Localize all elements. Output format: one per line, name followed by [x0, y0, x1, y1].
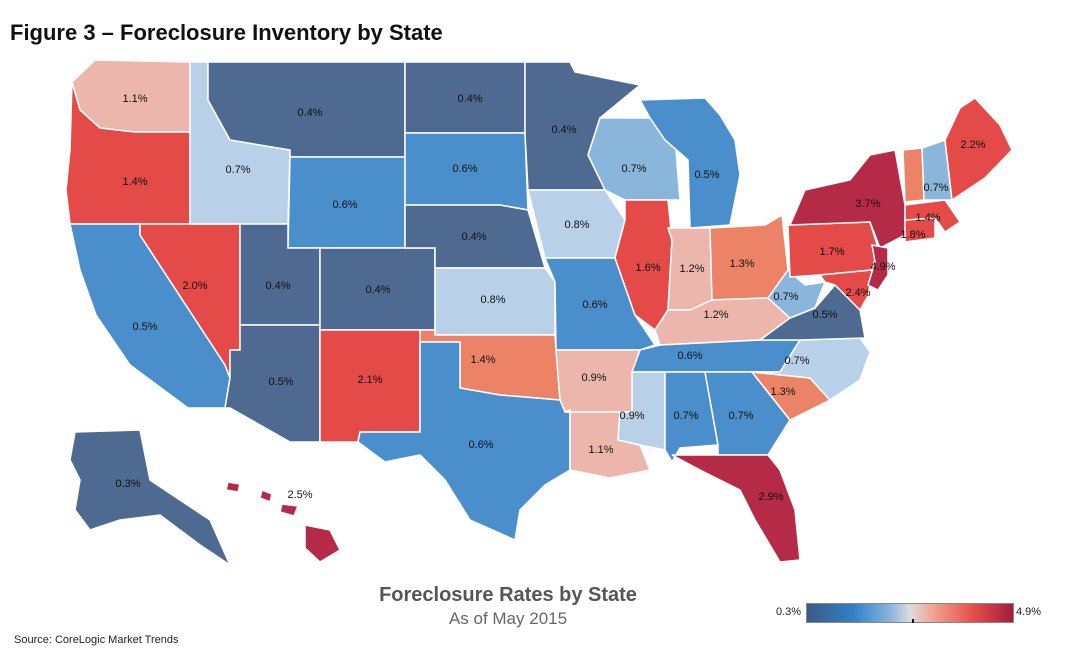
label-TX: 0.6% — [468, 439, 493, 451]
state-HI-islands — [225, 481, 300, 517]
state-FL — [671, 454, 801, 563]
legend-min-label: 0.3% — [776, 606, 802, 618]
label-ND: 0.4% — [457, 93, 482, 105]
label-IA: 0.8% — [564, 219, 589, 231]
label-VA: 0.5% — [812, 309, 837, 321]
label-HI: 2.5% — [287, 489, 312, 501]
state-VT — [902, 147, 925, 203]
legend-max-label: 4.9% — [1016, 606, 1042, 618]
us-foreclosure-map: 1.1% 1.4% 0.5% 2.0% 0.7% 0.4% 0.6% 0.4% … — [66, 60, 1013, 568]
state-TN — [630, 339, 802, 373]
label-OH: 1.3% — [729, 258, 754, 270]
label-ID: 0.7% — [225, 164, 250, 176]
label-AR: 0.9% — [581, 372, 606, 384]
label-AL: 0.7% — [673, 410, 698, 422]
state-NY — [788, 149, 906, 250]
label-AK: 0.3% — [115, 478, 140, 490]
legend-gradient-bar — [806, 603, 1014, 623]
label-KY: 1.2% — [703, 309, 728, 321]
label-MI: 0.5% — [694, 169, 719, 181]
label-OR: 1.4% — [122, 176, 147, 188]
label-MS: 0.9% — [619, 410, 644, 422]
label-NY: 3.7% — [855, 198, 880, 210]
label-WA: 1.1% — [122, 93, 147, 105]
state-ME — [944, 97, 1013, 202]
label-MN: 0.4% — [551, 124, 576, 136]
label-UT: 0.4% — [265, 280, 290, 292]
label-NJ: 4.9% — [870, 261, 895, 273]
label-WY: 0.6% — [332, 199, 357, 211]
label-SD: 0.6% — [452, 163, 477, 175]
state-TX — [357, 341, 571, 542]
label-ME: 2.2% — [960, 139, 985, 151]
source-note: Source: CoreLogic Market Trends — [14, 634, 179, 646]
label-MD: 2.4% — [845, 287, 870, 299]
map-title: Foreclosure Rates by State — [379, 584, 637, 606]
legend-tick-mark — [912, 619, 914, 623]
label-IL: 1.6% — [635, 262, 660, 274]
label-CA: 0.5% — [132, 321, 157, 333]
label-NE: 0.4% — [461, 231, 486, 243]
state-NM — [319, 329, 421, 443]
state-MI — [638, 97, 741, 229]
label-NV: 2.0% — [182, 280, 207, 292]
label-IN: 1.2% — [679, 263, 704, 275]
label-KS: 0.8% — [480, 294, 505, 306]
state-AK — [69, 429, 232, 568]
label-NH: 0.7% — [923, 182, 948, 194]
label-WI: 0.7% — [621, 163, 646, 175]
state-HI-big-island — [304, 524, 341, 563]
label-FL: 2.9% — [758, 491, 783, 503]
label-TN: 0.6% — [677, 350, 702, 362]
label-CT: 1.8% — [900, 229, 925, 241]
map-subtitle: As of May 2015 — [448, 609, 568, 628]
label-NC: 0.7% — [784, 355, 809, 367]
label-AZ: 0.5% — [268, 376, 293, 388]
state-NJ — [867, 244, 889, 291]
label-WV: 0.7% — [773, 291, 798, 303]
label-SC: 1.3% — [770, 386, 795, 398]
label-OK: 1.4% — [470, 354, 495, 366]
label-MT: 0.4% — [297, 107, 322, 119]
figure-title: Figure 3 – Foreclosure Inventory by Stat… — [10, 20, 443, 45]
label-PA: 1.7% — [819, 246, 844, 258]
label-LA: 1.1% — [588, 444, 613, 456]
label-GA: 0.7% — [728, 410, 753, 422]
label-NM: 2.1% — [357, 374, 382, 386]
label-MO: 0.6% — [582, 299, 607, 311]
label-MA: 1.4% — [915, 212, 940, 224]
state-rate-labels: 1.1% 1.4% 0.5% 2.0% 0.7% 0.4% 0.6% 0.4% … — [115, 93, 985, 503]
label-CO: 0.4% — [365, 284, 390, 296]
